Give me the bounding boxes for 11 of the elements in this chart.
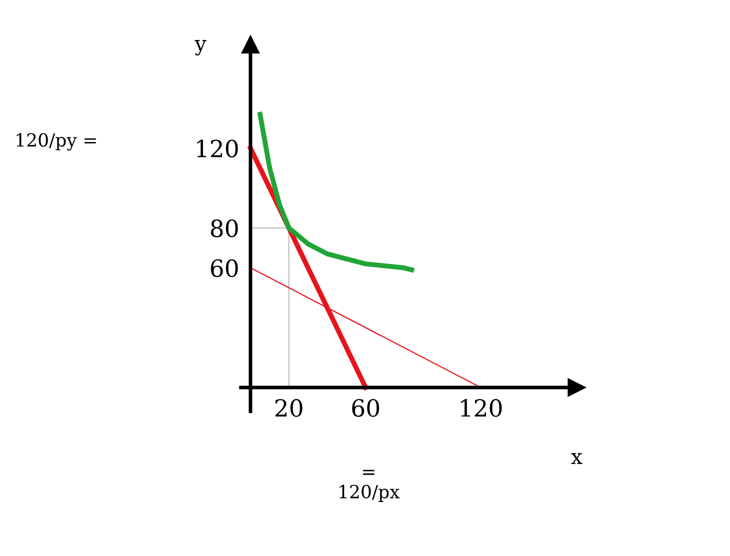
y-tick-label: 120 <box>197 140 238 158</box>
x-tick-label: 60 <box>352 399 380 417</box>
x-tick-label: 20 <box>275 399 302 417</box>
line-series <box>258 112 414 272</box>
x-tick-label: 120 <box>461 399 502 417</box>
text: = 120/px <box>340 470 400 502</box>
y-axis-title: y <box>194 40 206 56</box>
x-axis-title: x <box>571 453 582 464</box>
text: 120/py = <box>16 133 96 151</box>
y-tick-label: 60 <box>210 259 238 278</box>
y-tick-label: 80 <box>210 219 238 238</box>
